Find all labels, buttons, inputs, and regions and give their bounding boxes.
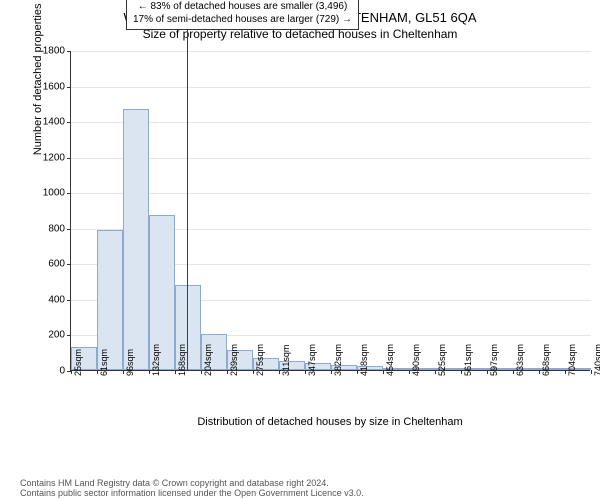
annotation-line3: 17% of semi-detached houses are larger (… xyxy=(133,13,352,26)
xtick-label: 561sqm xyxy=(463,344,473,376)
chart-area: Number of detached properties WHITE LODG… xyxy=(70,51,590,411)
ytick-label: 1600 xyxy=(43,81,65,92)
annotation-box: WHITE LODGE TALBOT ROAD: 185sqm← 83% of … xyxy=(126,0,359,30)
xtick-mark xyxy=(305,370,306,374)
xtick-mark xyxy=(149,370,150,374)
xtick-mark xyxy=(565,370,566,374)
xtick-mark xyxy=(487,370,488,374)
xtick-label: 704sqm xyxy=(567,344,577,376)
ytick-label: 600 xyxy=(48,259,65,270)
xtick-label: 525sqm xyxy=(437,344,447,376)
xtick-mark xyxy=(383,370,384,374)
xtick-mark xyxy=(591,370,592,374)
xtick-mark xyxy=(331,370,332,374)
xtick-mark xyxy=(253,370,254,374)
xtick-label: 740sqm xyxy=(593,344,600,376)
xtick-label: 418sqm xyxy=(359,344,369,376)
gridline xyxy=(71,158,591,159)
xtick-label: 96sqm xyxy=(125,349,135,376)
xtick-label: 275sqm xyxy=(255,344,265,376)
xtick-mark xyxy=(539,370,540,374)
histogram-bar xyxy=(123,109,149,370)
xtick-mark xyxy=(201,370,202,374)
gridline xyxy=(71,122,591,123)
xtick-label: 347sqm xyxy=(307,344,317,376)
xtick-label: 204sqm xyxy=(203,344,213,376)
xtick-mark xyxy=(513,370,514,374)
plot-area: WHITE LODGE TALBOT ROAD: 185sqm← 83% of … xyxy=(70,51,590,371)
ytick-mark xyxy=(67,87,71,88)
footer-line1: Contains HM Land Registry data © Crown c… xyxy=(20,478,580,488)
xtick-label: 311sqm xyxy=(281,345,291,376)
xtick-mark xyxy=(357,370,358,374)
xtick-mark xyxy=(279,370,280,374)
ytick-mark xyxy=(67,158,71,159)
ytick-label: 1200 xyxy=(43,152,65,163)
ytick-mark xyxy=(67,51,71,52)
xtick-label: 168sqm xyxy=(177,344,187,376)
ytick-label: 1400 xyxy=(43,117,65,128)
y-axis-label: Number of detached properties xyxy=(32,4,44,156)
ytick-mark xyxy=(67,122,71,123)
xtick-label: 490sqm xyxy=(411,344,421,376)
ytick-label: 1800 xyxy=(43,46,65,57)
x-axis-label: Distribution of detached houses by size … xyxy=(70,416,590,428)
ytick-mark xyxy=(67,229,71,230)
ytick-label: 400 xyxy=(48,294,65,305)
xtick-label: 454sqm xyxy=(385,344,395,376)
xtick-label: 61sqm xyxy=(99,349,109,376)
xtick-mark xyxy=(71,370,72,374)
footer-line2: Contains public sector information licen… xyxy=(20,488,580,498)
xtick-mark xyxy=(175,370,176,374)
xtick-mark xyxy=(123,370,124,374)
xtick-label: 633sqm xyxy=(515,344,525,376)
xtick-label: 668sqm xyxy=(541,344,551,376)
xtick-label: 597sqm xyxy=(489,344,499,376)
xtick-label: 25sqm xyxy=(73,349,83,376)
gridline xyxy=(71,87,591,88)
ytick-label: 0 xyxy=(59,366,65,377)
ytick-label: 1000 xyxy=(43,188,65,199)
xtick-label: 382sqm xyxy=(333,344,343,376)
ytick-label: 800 xyxy=(48,223,65,234)
footer-attribution: Contains HM Land Registry data © Crown c… xyxy=(20,478,580,498)
xtick-mark xyxy=(435,370,436,374)
gridline xyxy=(71,193,591,194)
xtick-mark xyxy=(97,370,98,374)
xtick-label: 132sqm xyxy=(151,344,161,376)
gridline xyxy=(71,51,591,52)
xtick-mark xyxy=(409,370,410,374)
ytick-mark xyxy=(67,300,71,301)
reference-line xyxy=(187,0,188,371)
chart-container: WHITE LODGE, TALBOT ROAD, CHELTENHAM, GL… xyxy=(0,0,600,500)
ytick-label: 200 xyxy=(48,330,65,341)
ytick-mark xyxy=(67,335,71,336)
xtick-mark xyxy=(461,370,462,374)
xtick-mark xyxy=(227,370,228,374)
annotation-line2: ← 83% of detached houses are smaller (3,… xyxy=(133,0,352,13)
ytick-mark xyxy=(67,264,71,265)
xtick-label: 239sqm xyxy=(229,344,239,376)
ytick-mark xyxy=(67,193,71,194)
